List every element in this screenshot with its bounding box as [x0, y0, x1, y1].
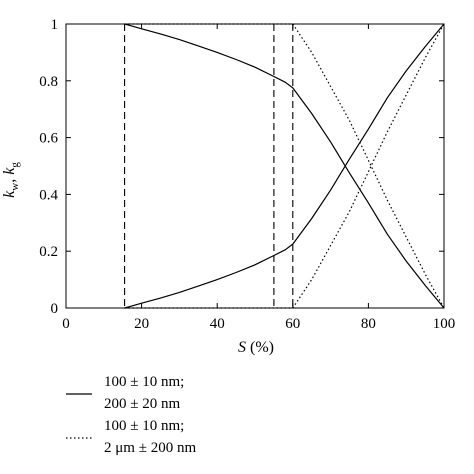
- y-tick-label-0: 0: [51, 301, 59, 317]
- y-tick-label-4: 0.8: [39, 74, 58, 90]
- plot-area: 0 20 40 60 80 100 0 0.2 0.4 0.6 0.8 1: [39, 17, 455, 332]
- y-tick-label-3: 0.6: [39, 131, 58, 147]
- plot-frame: [65, 23, 445, 309]
- x-tick-label-3: 60: [285, 316, 300, 332]
- legend-label-solid-line2: 200 ± 20 nm: [104, 396, 180, 412]
- y-tick-label-1: 0.2: [39, 244, 58, 260]
- x-tick-label-5: 100: [433, 316, 456, 332]
- series-dotted-curve-3: [292, 23, 445, 309]
- x-axis-title: S (%): [238, 339, 274, 356]
- y-axis-title: kw, kg: [1, 162, 21, 198]
- legend: 100 ± 10 nm; 200 ± 20 nm 100 ± 10 nm; 2 …: [66, 374, 196, 456]
- legend-label-solid-line1: 100 ± 10 nm;: [104, 374, 184, 390]
- x-tick-label-0: 0: [62, 316, 70, 332]
- series-solid-curve-2: [124, 243, 294, 309]
- x-tick-label-4: 80: [361, 316, 376, 332]
- series-solid-curve-0: [124, 23, 294, 89]
- series-solid-curve-1: [292, 87, 445, 309]
- y-tick-label-2: 0.4: [39, 187, 58, 203]
- series-solid-curve-3: [292, 23, 445, 245]
- x-tick-label-2: 40: [210, 316, 225, 332]
- legend-label-dotted-line1: 100 ± 10 nm;: [104, 418, 184, 434]
- legend-label-dotted-line2: 2 μm ± 200 nm: [104, 440, 196, 456]
- y-tick-label-5: 1: [51, 17, 59, 33]
- series-dotted-curve-1: [292, 23, 445, 309]
- x-tick-label-1: 20: [134, 316, 149, 332]
